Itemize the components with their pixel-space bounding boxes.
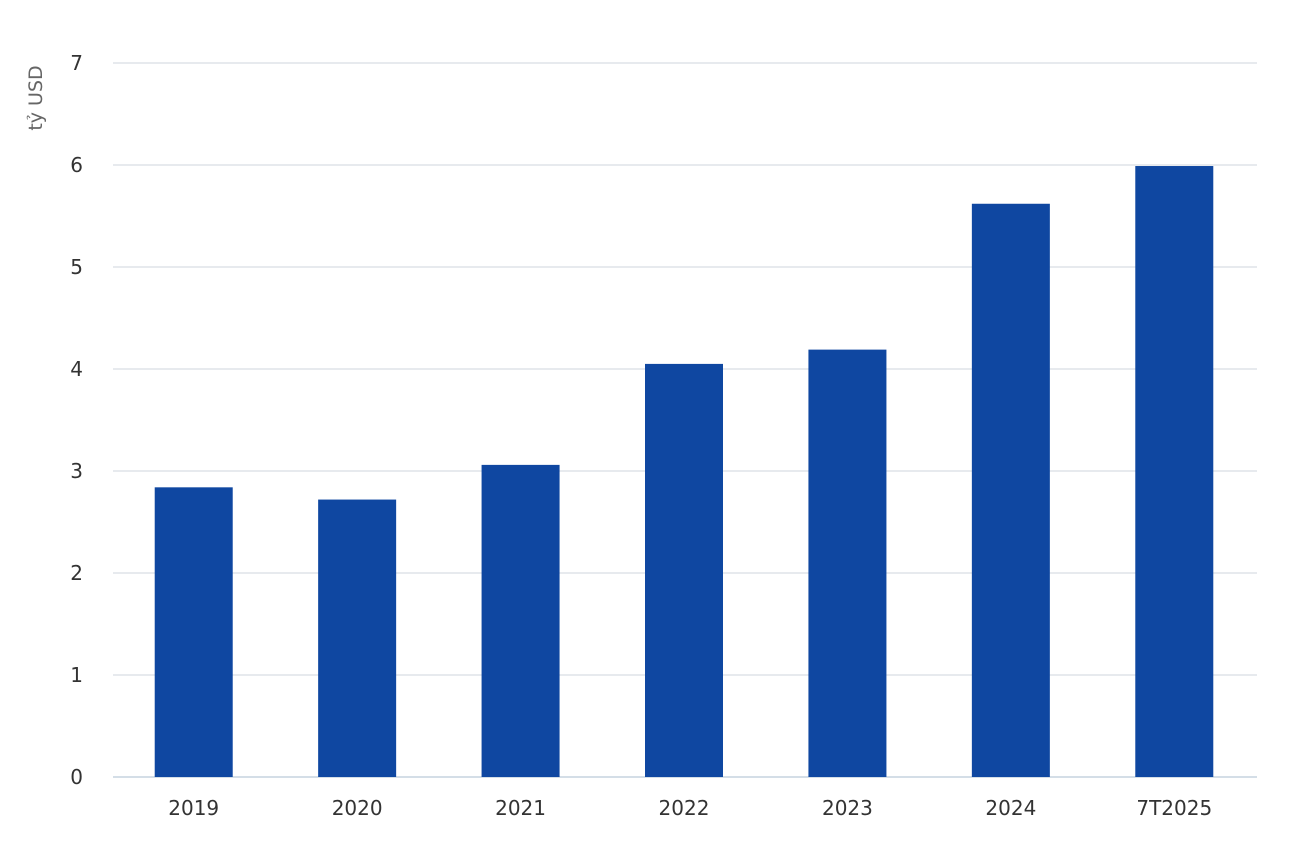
bar-7t2025 — [1135, 166, 1214, 777]
y-tick-label: 6 — [70, 153, 83, 177]
x-tick-label: 2023 — [822, 796, 873, 820]
y-axis-label: tỷ USD — [25, 65, 47, 130]
bar-2022 — [645, 363, 723, 777]
x-tick-label: 7T2025 — [1136, 796, 1212, 820]
y-axis-ticks: 0 1 2 3 4 5 6 7 — [70, 51, 83, 789]
x-tick-label: 2024 — [985, 796, 1036, 820]
x-tick-label: 2019 — [168, 796, 219, 820]
y-tick-label: 5 — [70, 255, 83, 279]
y-tick-label: 0 — [70, 765, 83, 789]
y-tick-label: 3 — [70, 459, 83, 483]
x-tick-label: 2021 — [495, 796, 546, 820]
x-tick-label: 2020 — [332, 796, 383, 820]
bar-2021 — [481, 464, 560, 777]
x-axis-ticks: 2019 2020 2021 2022 2023 2024 7T2025 — [168, 796, 1212, 820]
y-tick-label: 2 — [70, 561, 83, 585]
y-tick-label: 1 — [70, 663, 83, 687]
x-tick-label: 2022 — [659, 796, 710, 820]
y-tick-label: 7 — [70, 51, 83, 75]
bar-2020 — [318, 499, 397, 777]
bars — [154, 166, 1214, 777]
bar-2023 — [808, 349, 887, 777]
y-tick-label: 4 — [70, 357, 83, 381]
bar-2024 — [971, 203, 1050, 777]
bar-2019 — [154, 487, 233, 777]
